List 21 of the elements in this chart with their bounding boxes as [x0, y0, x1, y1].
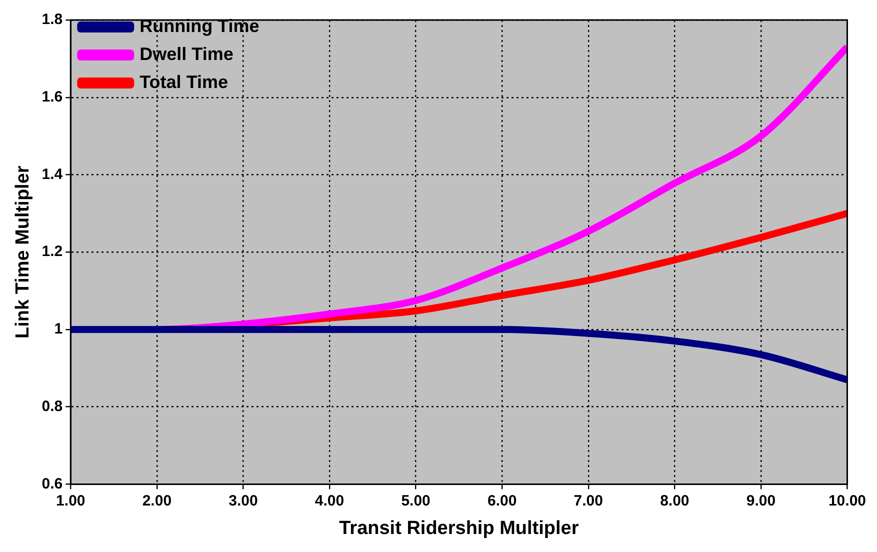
y-tick-label: 1.8 — [42, 11, 63, 28]
x-tick-label: 2.00 — [142, 492, 172, 510]
x-axis-title: Transit Ridership Multipler — [339, 518, 580, 539]
x-tick-label: 6.00 — [487, 492, 517, 510]
y-tick-label: 1.6 — [42, 88, 63, 106]
y-tick-label: 0.6 — [42, 475, 63, 492]
x-tick-label: 4.00 — [314, 492, 344, 510]
x-tick-label: 9.00 — [746, 492, 776, 510]
y-tick-label: 1.2 — [42, 243, 63, 260]
x-tick-label: 8.00 — [660, 492, 690, 510]
x-tick-label: 10.00 — [828, 492, 866, 510]
y-tick-label: 1 — [54, 320, 63, 338]
y-tick-label: 0.8 — [42, 398, 63, 415]
x-tick-label: 3.00 — [228, 492, 258, 510]
x-tick-label: 1.00 — [56, 492, 86, 510]
legend-label: Total Time — [140, 72, 228, 92]
y-axis-title: Link Time Multipler — [12, 165, 34, 338]
legend-label: Dwell Time — [140, 44, 234, 64]
y-tick-label: 1.4 — [42, 166, 64, 183]
x-tick-label: 7.00 — [574, 492, 603, 510]
x-tick-label: 5.00 — [401, 492, 430, 510]
